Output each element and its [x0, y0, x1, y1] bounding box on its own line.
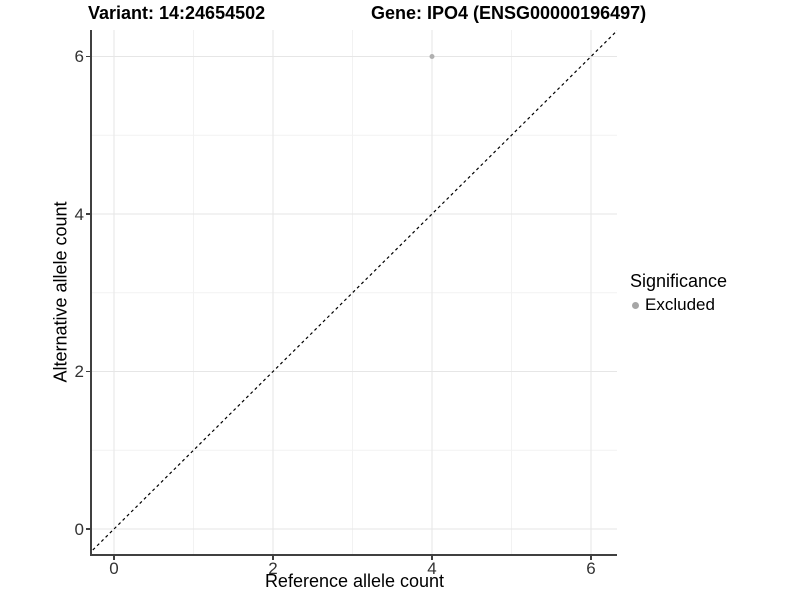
y-tick-mark: [86, 213, 90, 215]
identity-dashed-line: [92, 30, 617, 552]
plot-panel: [92, 30, 617, 554]
y-tick-label: 0: [74, 519, 84, 539]
legend-item-label: Excluded: [645, 295, 715, 314]
x-tick-label: 4: [427, 559, 437, 578]
x-tick-label: 2: [268, 559, 278, 578]
legend-item: Excluded: [630, 295, 727, 315]
y-tick-mark: [86, 55, 90, 58]
y-tick-label: 6: [74, 47, 84, 66]
plot-title-variant: Variant: 14:24654502: [88, 3, 266, 23]
y-tick-mark: [86, 528, 90, 530]
x-tick-mark: [113, 556, 115, 560]
scatter-plot-canvas: [92, 30, 617, 554]
y-tick-label: 4: [74, 204, 84, 224]
x-axis-title: Reference allele count: [264, 571, 445, 591]
legend-title: Significance: [630, 271, 728, 291]
x-tick-mark: [272, 556, 274, 560]
y-tick-mark: [86, 370, 90, 373]
y-axis-title: Alternative allele count: [50, 201, 71, 383]
x-tick-label: 0: [109, 559, 119, 578]
data-point: [429, 54, 435, 59]
x-tick-mark: [590, 556, 592, 560]
legend: Significance Excluded: [630, 270, 727, 315]
x-tick-label: 6: [586, 559, 596, 578]
y-axis-line: [90, 30, 92, 556]
plot-title-gene: Gene: IPO4 (ENSG00000196497): [371, 3, 647, 23]
y-tick-label: 2: [74, 362, 84, 381]
x-axis-line: [90, 554, 617, 556]
point-marker-icon: [632, 301, 639, 309]
x-tick-mark: [431, 556, 433, 560]
legend-items: Excluded: [630, 295, 727, 315]
